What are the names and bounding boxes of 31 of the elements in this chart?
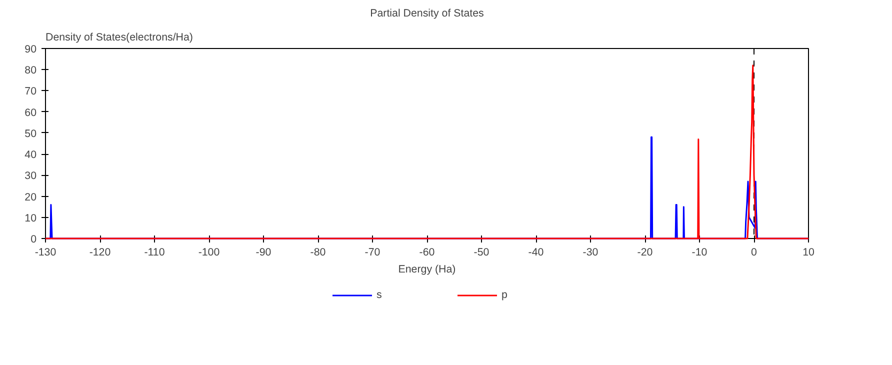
y-tick-label: 90 xyxy=(24,44,37,56)
x-tick-label: -130 xyxy=(34,246,56,258)
x-tick-label: -70 xyxy=(364,246,380,258)
x-tick-label: -50 xyxy=(474,246,490,258)
x-tick-label: 0 xyxy=(751,246,758,258)
legend-label: s xyxy=(376,289,383,301)
y-tick-label: 0 xyxy=(30,234,37,246)
y-tick-label: 60 xyxy=(24,106,37,119)
y-tick-label: 70 xyxy=(24,86,37,98)
legend-label: p xyxy=(502,289,508,301)
y-tick-label: 80 xyxy=(24,64,37,77)
x-tick-label: -20 xyxy=(637,246,653,258)
y-tick-label: 30 xyxy=(24,170,37,182)
line-series xyxy=(44,64,810,240)
x-tick-label: -30 xyxy=(582,246,598,258)
y-axis-title: Density of States(electrons/Ha) xyxy=(46,32,193,44)
x-tick-label: 10 xyxy=(802,246,814,258)
x-tick-label: -100 xyxy=(198,246,220,258)
x-tick-label: -80 xyxy=(310,246,326,258)
y-tick-label: 10 xyxy=(24,212,37,224)
chart-title: Partial Density of States xyxy=(370,8,484,20)
x-tick-label: -10 xyxy=(692,246,708,258)
x-tick-label: -40 xyxy=(528,246,544,258)
x-tick-label: -90 xyxy=(256,246,272,258)
x-tick-label: -120 xyxy=(89,246,111,258)
y-tick-label: 50 xyxy=(24,128,37,140)
x-axis-title: Energy (Ha) xyxy=(398,264,456,276)
x-tick-label: -110 xyxy=(144,246,165,258)
x-tick-label: -60 xyxy=(419,246,435,258)
y-tick-label: 40 xyxy=(24,149,37,162)
y-tick-label: 20 xyxy=(24,191,37,204)
